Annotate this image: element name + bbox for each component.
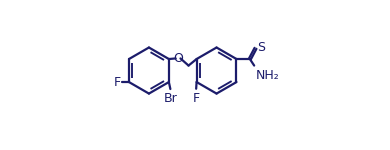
Text: O: O <box>173 52 183 65</box>
Text: NH₂: NH₂ <box>256 69 280 82</box>
Text: S: S <box>258 41 266 54</box>
Text: F: F <box>192 92 199 105</box>
Text: F: F <box>113 76 121 88</box>
Text: Br: Br <box>163 92 177 105</box>
